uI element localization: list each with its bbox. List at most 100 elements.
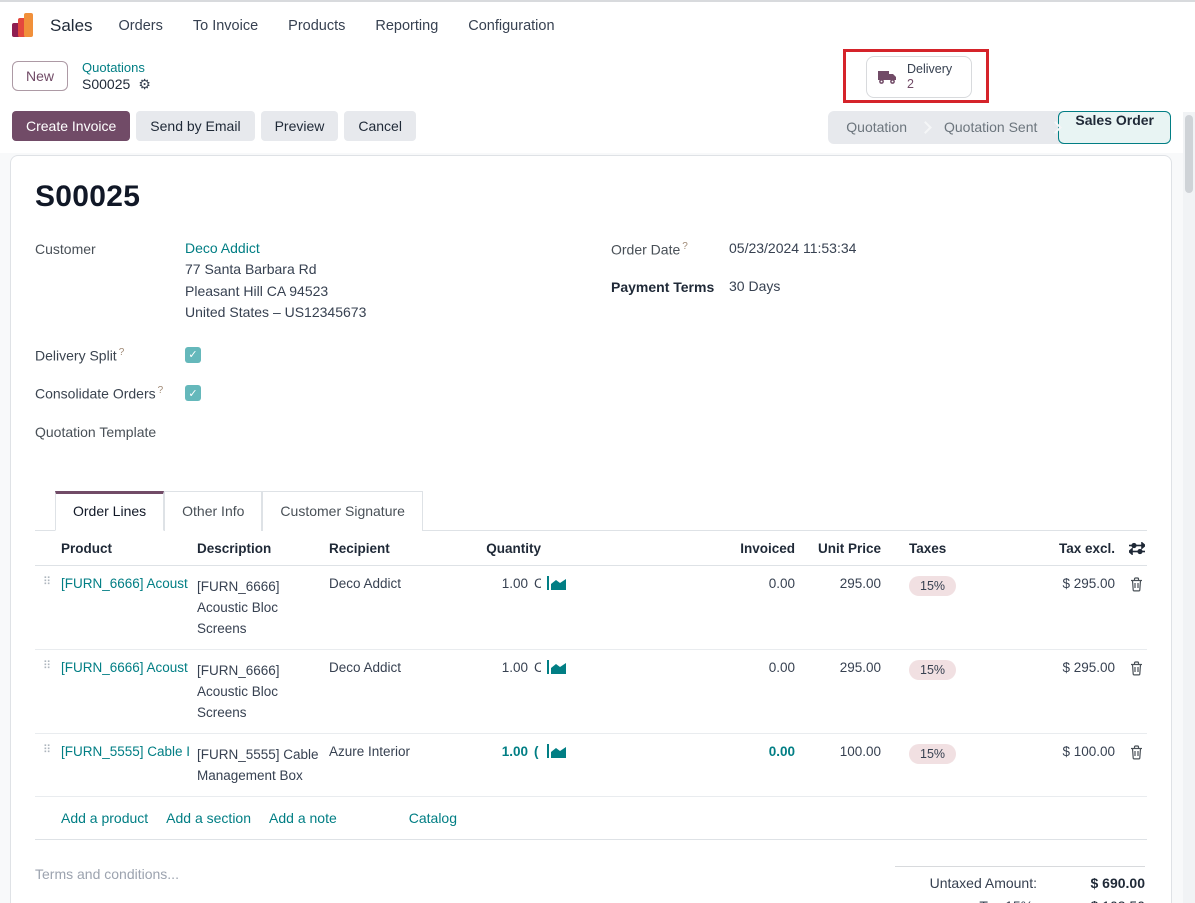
- quotation-template-label: Quotation Template: [35, 423, 157, 440]
- menu-configuration[interactable]: Configuration: [468, 18, 555, 34]
- tax-badge[interactable]: 15%: [909, 743, 957, 764]
- col-tax-excl[interactable]: Tax excl.: [1058, 540, 1115, 556]
- gear-icon[interactable]: ⚙: [138, 76, 151, 92]
- stage-quotation[interactable]: Quotation: [846, 119, 907, 135]
- address-line: United States – US12345673: [185, 304, 367, 320]
- delivery-split-label: Delivery Split?: [35, 346, 125, 364]
- check-icon: ✓: [188, 387, 198, 400]
- create-invoice-button[interactable]: Create Invoice: [12, 111, 131, 141]
- delete-icon[interactable]: [1130, 744, 1149, 760]
- col-product[interactable]: Product: [61, 540, 113, 556]
- forecast-chart-icon[interactable]: [541, 659, 579, 674]
- delivery-split-checkbox[interactable]: ✓: [185, 346, 201, 363]
- columns-toggle-icon[interactable]: [1129, 541, 1149, 555]
- tax-badge[interactable]: 15%: [909, 575, 957, 596]
- col-taxes[interactable]: Taxes: [909, 540, 947, 556]
- action-row: Create Invoice Send by Email Preview Can…: [0, 102, 1195, 153]
- unit-price-cell[interactable]: 100.00: [839, 743, 881, 759]
- scrollbar-thumb[interactable]: [1185, 115, 1193, 193]
- new-button[interactable]: New: [12, 61, 69, 91]
- col-recipient[interactable]: Recipient: [329, 540, 390, 556]
- add-a-section-link[interactable]: Add a section: [166, 809, 252, 826]
- order-line-row: ⠿ [FURN_5555] Cable I [FURN_5555] Cable …: [35, 734, 1147, 797]
- subtotal-cell: $ 100.00: [1062, 743, 1115, 759]
- menu-to-invoice[interactable]: To Invoice: [192, 18, 259, 34]
- description-cell[interactable]: [FURN_6666] Acoustic Bloc Screens: [197, 578, 280, 636]
- add-a-product-link[interactable]: Add a product: [61, 809, 149, 826]
- tax-value: $ 103.50: [1037, 898, 1146, 903]
- consolidate-orders-checkbox[interactable]: ✓: [185, 385, 201, 402]
- add-a-note-link[interactable]: Add a note: [269, 809, 337, 826]
- stage-sales-order-active[interactable]: Sales Order: [1058, 111, 1171, 144]
- product-link[interactable]: [FURN_5555] Cable I: [61, 743, 191, 759]
- payment-terms-value[interactable]: 30 Days: [729, 277, 781, 294]
- recipient-cell[interactable]: Azure Interior: [329, 743, 411, 759]
- send-by-email-button[interactable]: Send by Email: [136, 111, 255, 141]
- main-menu: Orders To Invoice Products Reporting Con…: [119, 18, 555, 34]
- invoiced-cell[interactable]: 0.00: [768, 575, 795, 591]
- delete-icon[interactable]: [1130, 576, 1149, 592]
- cancel-button[interactable]: Cancel: [344, 111, 416, 141]
- unit-price-cell[interactable]: 295.00: [839, 659, 881, 675]
- menu-products[interactable]: Products: [288, 18, 346, 34]
- vertical-scrollbar[interactable]: [1183, 112, 1195, 903]
- subtotal-cell: $ 295.00: [1062, 659, 1115, 675]
- drag-handle-icon[interactable]: ⠿: [43, 659, 53, 672]
- forecast-chart-icon[interactable]: [541, 575, 579, 590]
- catalog-link[interactable]: Catalog: [408, 809, 458, 826]
- delete-icon[interactable]: [1130, 660, 1149, 676]
- product-link[interactable]: [FURN_6666] Acoust: [61, 575, 188, 591]
- order-date-label: Order Date?: [611, 241, 688, 258]
- app-name[interactable]: Sales: [50, 16, 93, 35]
- help-marker: ?: [118, 346, 125, 358]
- order-date-value[interactable]: 05/23/2024 11:53:34: [729, 240, 857, 256]
- drag-handle-icon[interactable]: ⠿: [43, 575, 53, 588]
- col-quantity[interactable]: Quantity: [486, 540, 541, 556]
- menu-reporting[interactable]: Reporting: [375, 18, 439, 34]
- recipient-cell[interactable]: Deco Addict: [329, 659, 402, 675]
- app-switcher[interactable]: Sales: [12, 11, 93, 39]
- untaxed-amount-value: $ 690.00: [1090, 874, 1146, 891]
- notebook-tabs: Order Lines Other Info Customer Signatur…: [35, 490, 1147, 531]
- col-unit-price[interactable]: Unit Price: [817, 540, 881, 556]
- help-marker: ?: [157, 385, 164, 397]
- quantity-cell[interactable]: 1.00C: [441, 576, 541, 591]
- product-link[interactable]: [FURN_6666] Acoust: [61, 659, 188, 675]
- clipped-text: (: [534, 743, 539, 759]
- truck-icon: [877, 69, 899, 85]
- delivery-label: Delivery: [907, 62, 953, 76]
- statusbar: Quotation Quotation Sent Sales Order: [828, 111, 1171, 144]
- quantity-cell[interactable]: 1.00(: [441, 744, 541, 759]
- description-cell[interactable]: [FURN_6666] Acoustic Bloc Screens: [197, 662, 280, 720]
- quantity-cell[interactable]: 1.00C: [441, 660, 541, 675]
- tax-badge[interactable]: 15%: [909, 659, 957, 680]
- tab-order-lines[interactable]: Order Lines: [55, 490, 165, 531]
- terms-placeholder[interactable]: Terms and conditions...: [35, 865, 179, 882]
- invoiced-cell[interactable]: 0.00: [768, 743, 795, 759]
- totals-block: Untaxed Amount: $ 690.00 Tax 15%: $ 103.…: [895, 865, 1146, 903]
- menu-orders[interactable]: Orders: [118, 18, 163, 34]
- order-title: S00025: [35, 180, 141, 213]
- recipient-cell[interactable]: Deco Addict: [329, 575, 402, 591]
- breadcrumb-quotations[interactable]: Quotations: [82, 60, 145, 75]
- forecast-chart-icon[interactable]: [541, 743, 579, 758]
- delivery-smart-button[interactable]: Delivery 2: [866, 56, 972, 98]
- preview-button[interactable]: Preview: [260, 111, 339, 141]
- invoiced-cell[interactable]: 0.00: [768, 659, 795, 675]
- description-cell[interactable]: [FURN_5555] Cable Management Box: [197, 746, 319, 783]
- unit-price-cell[interactable]: 295.00: [839, 575, 881, 591]
- col-description[interactable]: Description: [197, 540, 272, 556]
- stage-quotation-sent[interactable]: Quotation Sent: [943, 119, 1038, 135]
- clipped-text: C: [534, 576, 541, 591]
- col-invoiced[interactable]: Invoiced: [740, 540, 795, 556]
- tab-other-info[interactable]: Other Info: [164, 490, 263, 531]
- line-actions: Add a product Add a section Add a note C…: [35, 797, 1147, 840]
- customer-link[interactable]: Deco Addict: [185, 240, 260, 256]
- drag-handle-icon[interactable]: ⠿: [43, 743, 53, 756]
- payment-terms-label[interactable]: Payment Terms: [611, 278, 715, 295]
- help-marker: ?: [682, 241, 688, 252]
- top-navbar: Sales Orders To Invoice Products Reporti…: [0, 0, 1195, 50]
- tab-customer-signature[interactable]: Customer Signature: [262, 490, 423, 531]
- app-logo-icon: [12, 11, 38, 39]
- address-line: 77 Santa Barbara Rd: [185, 261, 317, 277]
